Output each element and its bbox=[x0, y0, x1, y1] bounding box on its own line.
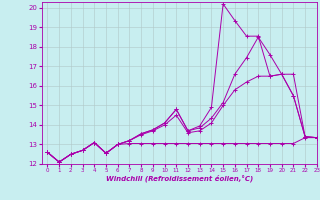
X-axis label: Windchill (Refroidissement éolien,°C): Windchill (Refroidissement éolien,°C) bbox=[106, 175, 253, 182]
